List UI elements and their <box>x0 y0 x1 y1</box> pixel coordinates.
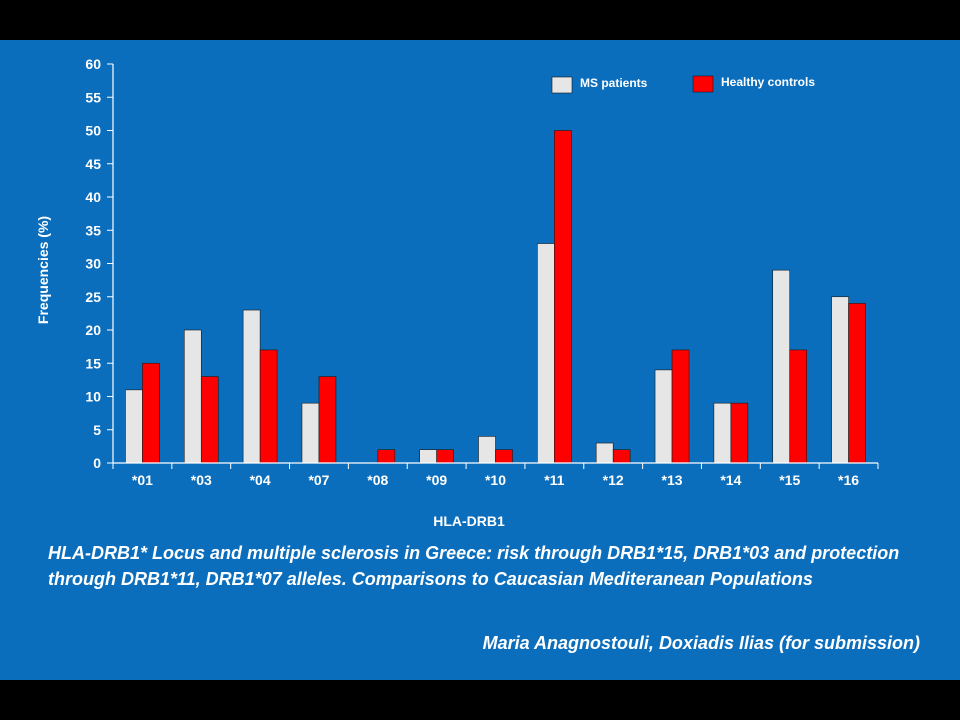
x-tick-label: *14 <box>720 472 741 488</box>
bar-healthy-controls-12 <box>612 449 631 464</box>
legend-swatch-healthy-controls <box>692 75 714 93</box>
bar-ms-patients-11 <box>537 243 555 464</box>
bar-healthy-controls-08 <box>377 449 396 464</box>
legend-label-ms-patients: MS patients <box>580 76 648 90</box>
x-tick-label: *01 <box>132 472 153 488</box>
bar-healthy-controls-14 <box>730 402 749 464</box>
bar-ms-patients-13 <box>654 369 673 464</box>
bar-healthy-controls-15 <box>789 349 808 464</box>
x-tick-label: *15 <box>779 472 800 488</box>
x-tick-label: *12 <box>603 472 624 488</box>
bar-ms-patients-12 <box>595 442 614 464</box>
bar-healthy-controls-07 <box>318 376 337 464</box>
bar-healthy-controls-11 <box>554 130 572 464</box>
y-tick-label: 15 <box>85 355 101 371</box>
bar-ms-patients-01 <box>125 389 143 464</box>
bar-chart: 0 5 10 15 20 25 30 35 40 45 50 55 60 *01 *03 *04 *07 *08 *… <box>35 56 879 529</box>
y-tick-label: 45 <box>85 156 101 172</box>
y-tick-label: 55 <box>85 89 101 105</box>
y-tick-label: 35 <box>85 222 101 238</box>
y-tick-label: 20 <box>85 322 101 338</box>
x-tick-label: *16 <box>838 472 859 488</box>
bar-ms-patients-03 <box>183 329 202 464</box>
bar-ms-patients-15 <box>772 269 791 464</box>
y-tick-label: 40 <box>85 189 101 205</box>
y-tick-label: 30 <box>85 256 101 272</box>
caption-title: HLA-DRB1* Locus and multiple sclerosis i… <box>48 543 900 589</box>
x-tick-label: *09 <box>426 472 447 488</box>
bar-ms-patients-04 <box>242 309 261 464</box>
bar-ms-patients-14 <box>713 402 732 464</box>
y-tick-label: 50 <box>85 123 101 139</box>
bar-ms-patients-07 <box>301 402 320 464</box>
legend-swatch-ms-patients <box>551 76 573 94</box>
bar-ms-patients-09 <box>419 449 437 464</box>
caption-authors: Maria Anagnostouli, Doxiadis Ilias (for … <box>482 633 920 653</box>
bar-healthy-controls-04 <box>259 349 278 464</box>
x-tick-label: *11 <box>544 472 564 488</box>
bar-healthy-controls-10 <box>495 449 513 464</box>
bar-healthy-controls-03 <box>200 376 219 464</box>
x-tick-label: *10 <box>485 472 506 488</box>
x-tick-label: *03 <box>191 472 212 488</box>
x-tick-label: *08 <box>367 472 388 488</box>
bar-healthy-controls-13 <box>671 349 690 464</box>
bar-ms-patients-16 <box>831 296 849 464</box>
x-tick-label: *07 <box>308 472 329 488</box>
bar-healthy-controls-01 <box>142 362 160 464</box>
slide: 0 5 10 15 20 25 30 35 40 45 50 55 60 *01 *03 *04 *07 *08 *… <box>0 40 960 680</box>
y-tick-label: 10 <box>85 389 101 405</box>
y-axis-title: Frequencies (%) <box>35 216 51 324</box>
y-tick-label: 60 <box>85 56 101 72</box>
bar-healthy-controls-16 <box>848 303 866 464</box>
legend-label-healthy-controls: Healthy controls <box>721 75 815 89</box>
y-tick-label: 5 <box>93 422 101 438</box>
bar-healthy-controls-09 <box>436 449 454 464</box>
y-tick-label: 0 <box>93 455 101 471</box>
bar-ms-patients-10 <box>478 436 496 464</box>
y-tick-label: 25 <box>85 289 101 305</box>
x-tick-label: *13 <box>662 472 683 488</box>
x-tick-label: *04 <box>250 472 271 488</box>
x-axis-title: HLA-DRB1 <box>433 513 505 529</box>
